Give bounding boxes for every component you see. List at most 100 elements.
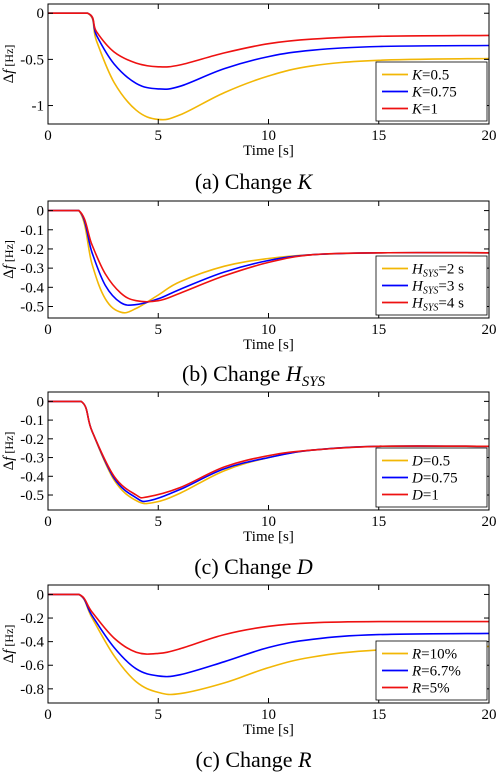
legend-equals: = [438,262,446,278]
chart-panel-4: 0 5 10 15 20 0 -0.2 -0.4 -0.6 -0.8 Time [s] Δf [Hz]… [1,584,497,772]
y-axis-label: Δf [Hz] [1,240,17,279]
y-tick-label: -0.5 [20,299,44,315]
y-tick-label: 0 [37,587,45,603]
y-label-delta: Δ [1,460,17,470]
x-axis-label: Time [s] [243,337,294,353]
series-line-r-1 [48,593,489,696]
y-label-unit: [Hz] [2,625,16,650]
legend-entry: D=0.5 [411,454,450,470]
legend-equals: = [421,681,429,697]
y-tick-label: -0.4 [20,280,44,296]
y-tick-label: -0.4 [20,469,44,485]
caption-prefix: (a) Change [195,169,298,194]
y-label-delta: Δ [1,73,17,83]
series-line-k-1 [48,12,489,121]
y-axis-label: Δf [Hz] [1,432,17,471]
y-tick-label: -0.1 [20,413,44,429]
legend-value: 10% [430,647,458,663]
legend-value: 4 s [447,296,464,312]
legend-symbol: R [411,681,421,697]
y-tick-label: -0.2 [20,611,44,627]
x-tick-label: 0 [44,514,52,530]
caption-symbol: H [285,361,303,386]
legend-equals: = [438,296,446,312]
legend-symbol: H [411,296,424,312]
chart-panel-2: 0 5 10 15 20 0 -0.1 -0.2 -0.3 -0.4 -0.5 Time [s] Δf … [1,200,497,390]
y-tick-label: -0.2 [20,432,44,448]
x-axis-label: Time [s] [243,529,294,545]
y-tick-label: 0 [37,394,45,410]
y-tick-label: -0.8 [20,682,44,698]
legend-value: 2 s [447,262,464,278]
legend: K=0.5K=0.75K=1 [375,61,488,122]
legend: D=0.5D=0.75D=1 [375,447,488,508]
y-tick-label: -0.1 [20,223,44,239]
x-tick-label: 5 [155,128,163,144]
y-label-delta: Δ [1,269,17,279]
y-tick-label: -0.4 [20,635,44,651]
legend-equals: = [422,85,430,101]
legend-value: 1 [431,488,439,504]
panel-caption: (b) Change HSYS [182,361,326,390]
x-tick-label: 5 [155,707,163,723]
legend-symbol: K [411,68,423,84]
legend-entry: R=5% [411,681,450,697]
legend-equals: = [421,647,429,663]
legend-equals: = [422,68,430,84]
legend-value: 0.5 [431,454,450,470]
legend-entry: K=0.5 [411,68,449,84]
x-tick-label: 10 [261,128,276,144]
y-tick-label: -0.5 [20,52,44,68]
legend-symbol: D [411,488,423,504]
x-tick-label: 15 [371,322,386,338]
series-line-k-3 [48,12,489,68]
x-tick-label: 20 [482,514,497,530]
y-axis-label: Δf [Hz] [1,625,17,664]
legend-entry: D=1 [411,488,439,504]
legend-value: 3 s [447,279,464,295]
series-line-d-3 [48,400,489,499]
legend-symbol: R [411,647,421,663]
legend-value: 0.75 [431,471,457,487]
caption-prefix: (b) Change [182,361,286,386]
y-tick-label: -0.3 [20,451,44,467]
x-tick-label: 15 [371,707,386,723]
legend-symbol: K [411,102,423,118]
legend-entry: R=6.7% [411,664,461,680]
x-tick-label: 15 [371,128,386,144]
x-tick-label: 0 [44,128,52,144]
x-tick-label: 20 [482,322,497,338]
y-tick-label: -0.5 [20,488,44,504]
x-axis-label: Time [s] [243,722,294,738]
y-axis-label: Δf [Hz] [1,45,17,84]
legend-subscript: SYS [423,303,439,314]
legend-symbol: H [411,279,424,295]
y-tick-label: -0.3 [20,261,44,277]
series-line-k-2 [48,12,489,91]
legend-equals: = [423,471,431,487]
legend-entry: D=0.75 [411,471,458,487]
y-tick-label: -0.6 [20,658,44,674]
legend-entry: HSYS=4 s [411,296,464,314]
legend-equals: = [438,279,446,295]
legend-subscript: SYS [423,286,439,297]
series-line-SYSh-3 [48,209,489,303]
caption-prefix: (c) Change [195,747,298,772]
x-tick-label: 10 [261,707,276,723]
legend-subscript: SYS [423,269,439,280]
legend-value: 6.7% [430,664,461,680]
y-tick-label: -1 [32,99,45,115]
legend-symbol: H [411,262,424,278]
series-line-r-3 [48,593,489,655]
legend-entry: K=1 [411,102,438,118]
legend-entry: R=10% [411,647,457,663]
x-tick-label: 0 [44,322,52,338]
legend: R=10%R=6.7%R=5% [375,640,488,701]
legend-entry: HSYS=2 s [411,262,464,280]
legend-symbol: R [411,664,421,680]
y-tick-label: 0 [37,204,45,220]
panel-caption: (c) Change D [194,554,313,579]
legend-value: 5% [430,681,450,697]
